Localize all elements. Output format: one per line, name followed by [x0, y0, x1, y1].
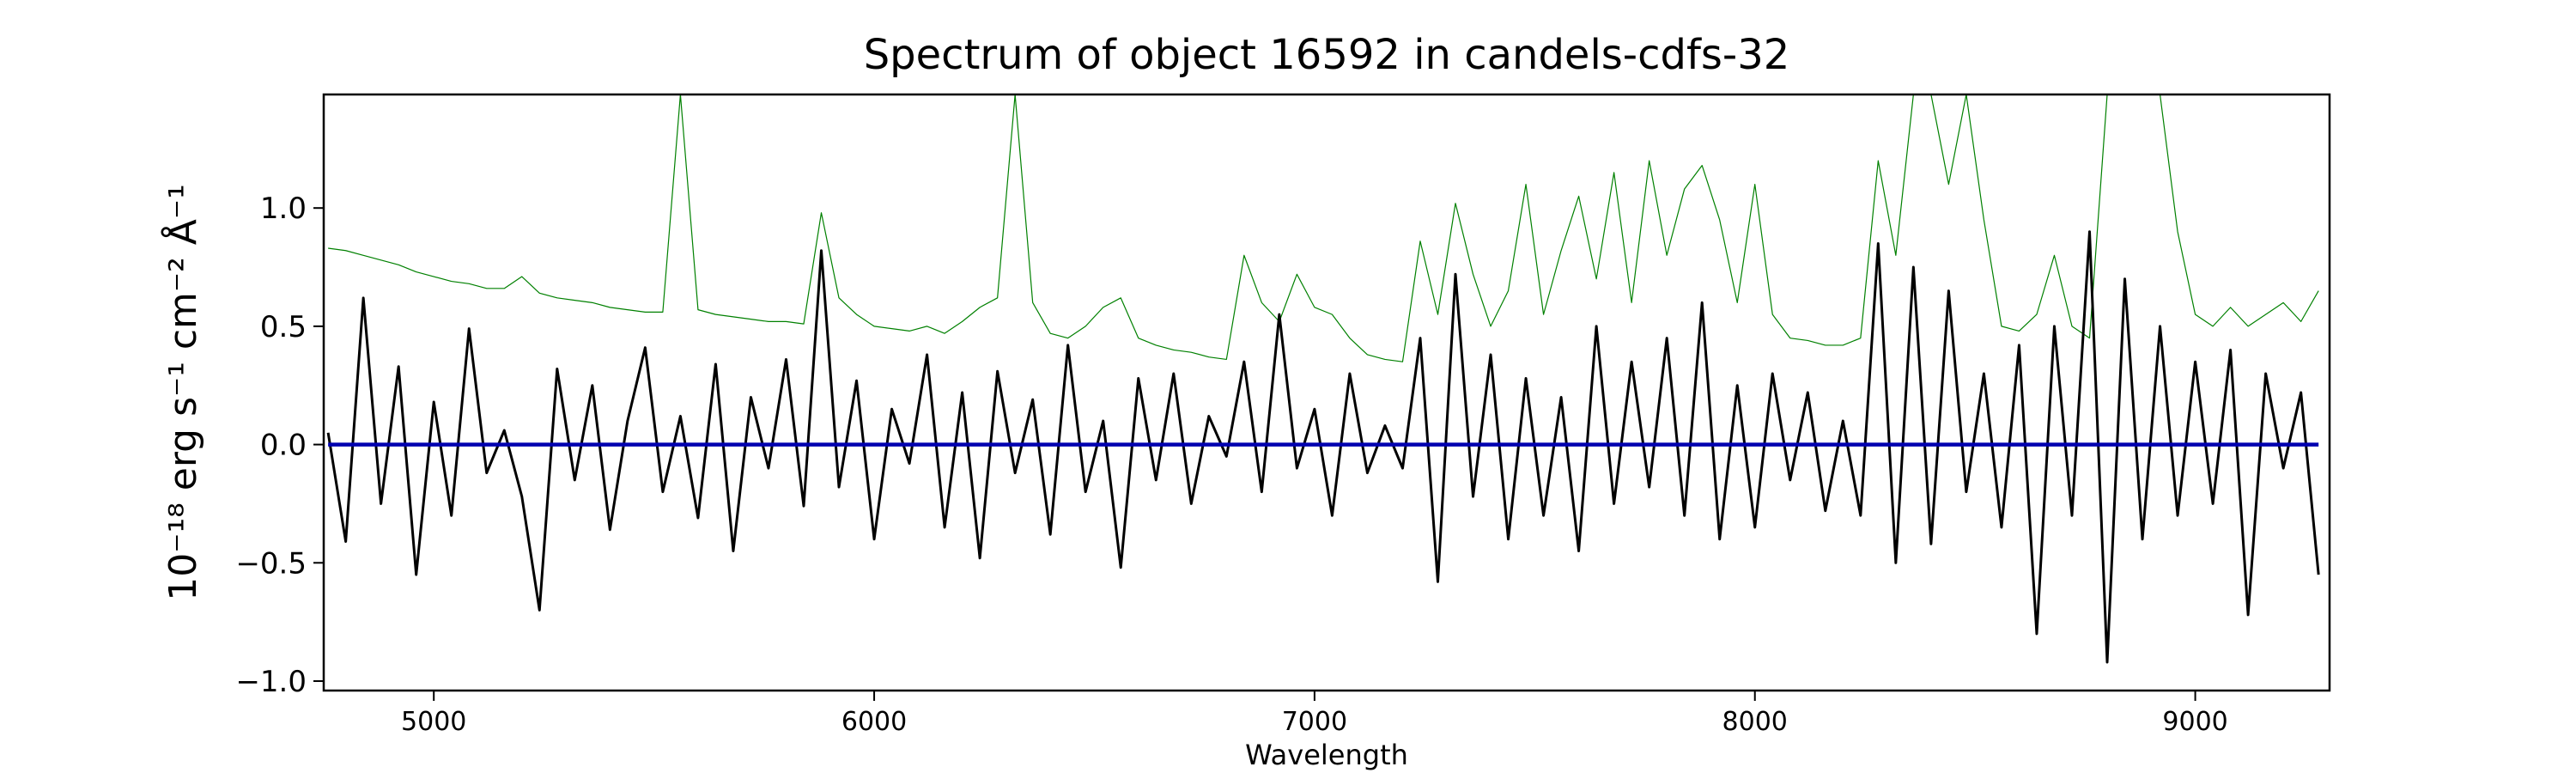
x-tick-label: 6000 — [841, 707, 907, 737]
y-axis-label: 10⁻¹⁸ erg s⁻¹ cm⁻² Å⁻¹ — [160, 184, 205, 600]
y-tick-label: 0.5 — [260, 310, 307, 344]
spectrum-line — [326, 230, 2320, 664]
chart-title: Spectrum of object 16592 in candels-cdfs… — [864, 31, 1790, 79]
y-tick-label: −1.0 — [235, 665, 307, 699]
plot-area — [326, 94, 2320, 664]
x-tick-label: 9000 — [2162, 707, 2227, 737]
plot-frame — [322, 93, 2331, 692]
y-tick-label: 1.0 — [260, 192, 307, 226]
x-tick-label: 5000 — [401, 707, 466, 737]
x-tick-label: 7000 — [1282, 707, 1347, 737]
y-tick-label: 0.0 — [260, 429, 307, 463]
y-tick-label: −0.5 — [235, 546, 307, 581]
x-axis-label: Wavelength — [1245, 739, 1408, 771]
x-tick-label: 8000 — [1722, 707, 1788, 737]
spectrum-line — [328, 94, 2319, 362]
